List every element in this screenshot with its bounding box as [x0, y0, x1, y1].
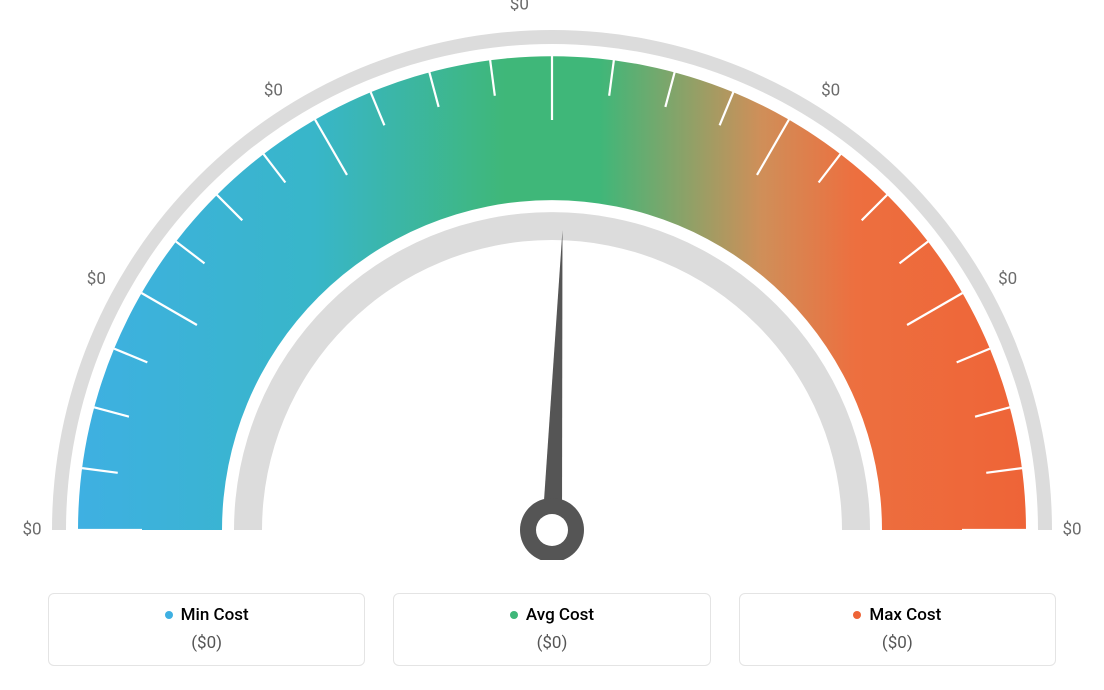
svg-text:$0: $0 — [22, 519, 41, 539]
dot-icon — [853, 611, 861, 619]
legend-value: ($0) — [394, 633, 709, 653]
legend-label: Min Cost — [181, 605, 249, 625]
svg-text:$0: $0 — [510, 0, 529, 15]
dot-icon — [510, 611, 518, 619]
legend-value: ($0) — [740, 633, 1055, 653]
svg-text:$0: $0 — [821, 80, 840, 100]
legend-card-max: Max Cost ($0) — [739, 593, 1056, 666]
legend-label: Max Cost — [869, 605, 941, 625]
legend-label: Avg Cost — [526, 605, 594, 625]
svg-text:$0: $0 — [87, 269, 106, 289]
legend-value: ($0) — [49, 633, 364, 653]
gauge-svg: $0 $0 $0 $0 $0 $0 $0 — [0, 0, 1104, 560]
dot-icon — [165, 611, 173, 619]
legend-card-avg: Avg Cost ($0) — [393, 593, 710, 666]
legend-card-min: Min Cost ($0) — [48, 593, 365, 666]
svg-text:$0: $0 — [264, 80, 283, 100]
legend-title-max: Max Cost — [853, 605, 941, 625]
legend-title-min: Min Cost — [165, 605, 249, 625]
svg-text:$0: $0 — [1062, 519, 1081, 539]
svg-text:$0: $0 — [998, 269, 1017, 289]
legend-row: Min Cost ($0) Avg Cost ($0) Max Cost ($0… — [48, 593, 1056, 666]
legend-title-avg: Avg Cost — [510, 605, 594, 625]
gauge-chart: $0 $0 $0 $0 $0 $0 $0 — [0, 0, 1104, 560]
